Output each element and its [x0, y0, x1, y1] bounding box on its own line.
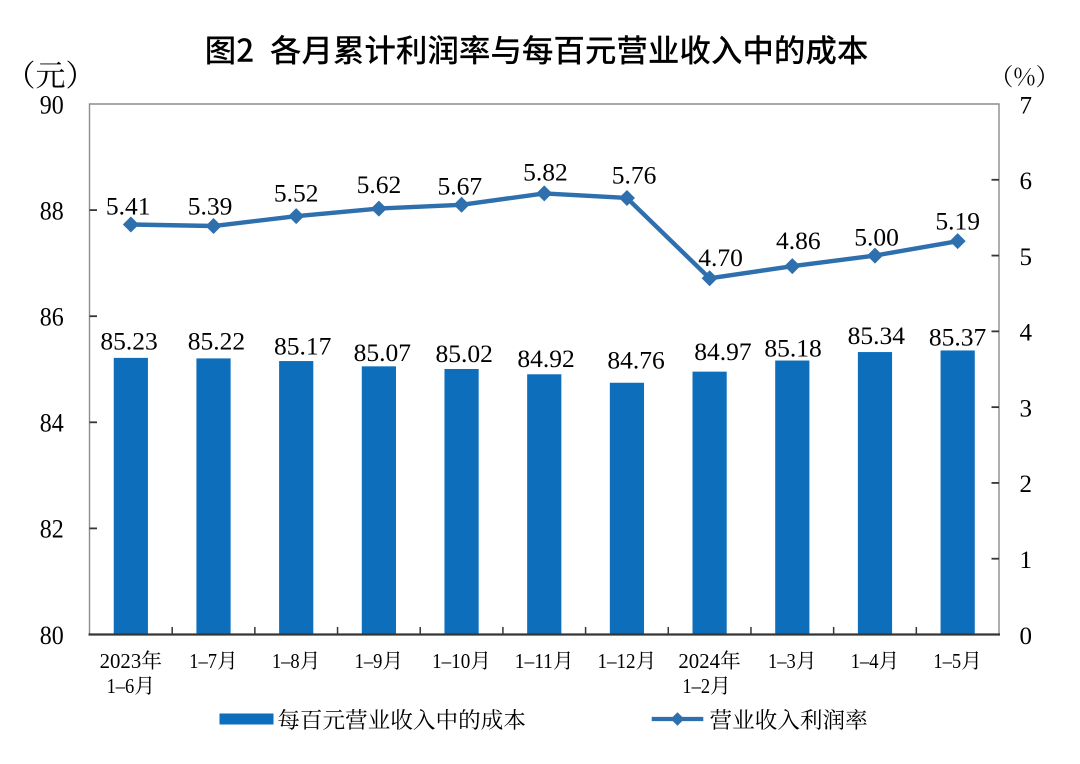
- svg-text:85.02: 85.02: [436, 339, 493, 368]
- svg-text:85.22: 85.22: [188, 327, 245, 356]
- svg-text:1–12: 1–12: [597, 650, 635, 673]
- svg-text:1–8: 1–8: [272, 650, 300, 673]
- svg-text:6: 6: [1020, 168, 1033, 195]
- svg-text:5.00: 5.00: [854, 222, 899, 251]
- svg-text:88: 88: [40, 196, 64, 225]
- svg-text:5.41: 5.41: [106, 191, 151, 220]
- svg-text:5.52: 5.52: [274, 178, 319, 207]
- svg-text:4: 4: [1020, 320, 1033, 347]
- svg-text:1: 1: [1020, 547, 1033, 574]
- svg-text:5.82: 5.82: [523, 158, 568, 187]
- svg-text:84.97: 84.97: [694, 337, 752, 366]
- svg-text:1–7: 1–7: [189, 650, 217, 673]
- svg-text:1–2: 1–2: [682, 675, 710, 698]
- svg-text:85.17: 85.17: [274, 332, 332, 361]
- svg-text:5.67: 5.67: [437, 171, 482, 200]
- svg-text:84: 84: [40, 409, 64, 438]
- svg-text:85.34: 85.34: [848, 321, 906, 350]
- svg-text:5.76: 5.76: [612, 161, 657, 190]
- svg-text:84.76: 84.76: [607, 346, 664, 375]
- svg-text:1–10: 1–10: [432, 650, 470, 673]
- svg-text:5.39: 5.39: [188, 191, 233, 220]
- svg-text:1–6: 1–6: [107, 675, 135, 698]
- svg-text:85.37: 85.37: [929, 323, 987, 352]
- svg-text:2: 2: [1020, 471, 1033, 498]
- svg-text:90: 90: [40, 90, 64, 119]
- svg-text:1–3: 1–3: [768, 650, 796, 673]
- svg-text:4.86: 4.86: [776, 226, 821, 255]
- svg-text:1–5: 1–5: [933, 650, 961, 673]
- svg-text:2023: 2023: [100, 650, 142, 673]
- svg-text:5.62: 5.62: [357, 170, 402, 199]
- svg-text:1–4: 1–4: [851, 650, 879, 673]
- svg-text:2024: 2024: [678, 650, 720, 673]
- svg-text:1–11: 1–11: [515, 650, 553, 673]
- svg-text:7: 7: [1020, 92, 1033, 119]
- svg-text:3: 3: [1020, 395, 1033, 422]
- svg-text:80: 80: [40, 621, 64, 650]
- svg-text:5: 5: [1020, 244, 1033, 271]
- svg-text:85.23: 85.23: [100, 327, 157, 356]
- svg-text:4.70: 4.70: [698, 243, 743, 272]
- svg-text:85.07: 85.07: [354, 338, 412, 367]
- svg-text:5.19: 5.19: [935, 207, 980, 236]
- svg-text:1–9: 1–9: [355, 650, 383, 673]
- svg-text:84.92: 84.92: [517, 344, 574, 373]
- svg-text:86: 86: [40, 303, 64, 332]
- svg-text:82: 82: [40, 515, 64, 544]
- svg-text:0: 0: [1020, 623, 1033, 650]
- svg-text:85.18: 85.18: [764, 333, 821, 362]
